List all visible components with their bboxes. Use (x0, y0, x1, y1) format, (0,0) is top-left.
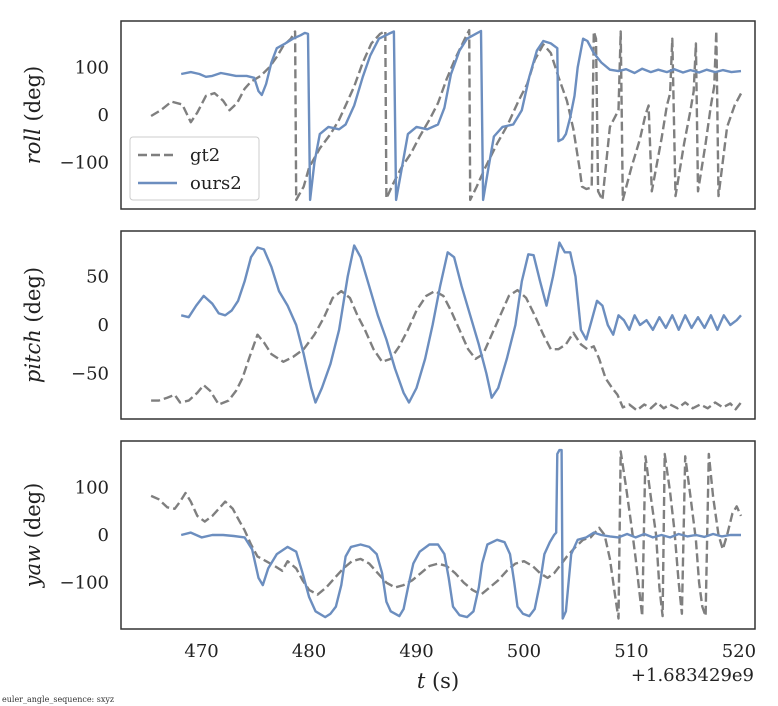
yaw-y-axis-label: yaw (deg) (21, 483, 45, 589)
x-tick-label: 520 (722, 641, 756, 662)
x-tick-label: 480 (292, 641, 326, 662)
yaw-panel: 100 0 −100 470 480 490 500 510 520 yaw (deg) t … (21, 440, 756, 693)
roll-y-tick-label: −100 (60, 153, 109, 174)
roll-panel: 100 0 −100 roll (deg) gt2 ours2 (21, 20, 756, 210)
x-axis-label: t (s) (417, 669, 459, 693)
legend: gt2 ours2 (129, 136, 260, 201)
x-tick-label: 510 (614, 641, 648, 662)
roll-series-ours2 (180, 29, 742, 202)
x-tick-label: 500 (507, 641, 541, 662)
roll-y-tick-labels: 100 0 −100 (60, 57, 109, 173)
pitch-series-ours2 (180, 241, 742, 404)
pitch-series-gt2 (151, 288, 742, 412)
roll-y-tick-label: 100 (75, 57, 109, 78)
legend-gt2-label: gt2 (190, 145, 220, 166)
yaw-y-tick-label: 100 (75, 477, 109, 498)
pitch-series-lines (151, 241, 742, 412)
pitch-y-tick-label: −50 (71, 363, 109, 384)
x-tick-label: 490 (399, 641, 433, 662)
roll-y-axis-label: roll (deg) (21, 66, 45, 165)
pitch-plot-frame (120, 230, 756, 420)
pitch-y-tick-label: 0 (98, 315, 109, 336)
x-tick-label: 470 (184, 641, 218, 662)
pitch-y-axis-label: pitch (deg) (21, 267, 45, 383)
pitch-panel: 50 0 −50 pitch (deg) (21, 230, 756, 420)
yaw-series-ours2 (180, 448, 741, 620)
roll-y-tick-label: 0 (98, 105, 109, 126)
yaw-y-tick-label: 0 (98, 525, 109, 546)
yaw-series-lines (150, 448, 743, 620)
x-offset-text: +1.683429e9 (631, 665, 754, 686)
footnote-euler-sequence: euler_angle_sequence: sxyz (2, 695, 114, 704)
pitch-y-tick-label: 50 (86, 267, 109, 288)
pitch-y-tick-labels: 50 0 −50 (71, 267, 109, 385)
roll-series-lines (150, 28, 743, 202)
yaw-series-gt2 (150, 450, 743, 620)
x-tick-labels: 470 480 490 500 510 520 (184, 641, 756, 662)
legend-ours2-label: ours2 (190, 173, 242, 194)
yaw-y-tick-labels: 100 0 −100 (60, 477, 109, 593)
yaw-y-tick-label: −100 (60, 573, 109, 594)
